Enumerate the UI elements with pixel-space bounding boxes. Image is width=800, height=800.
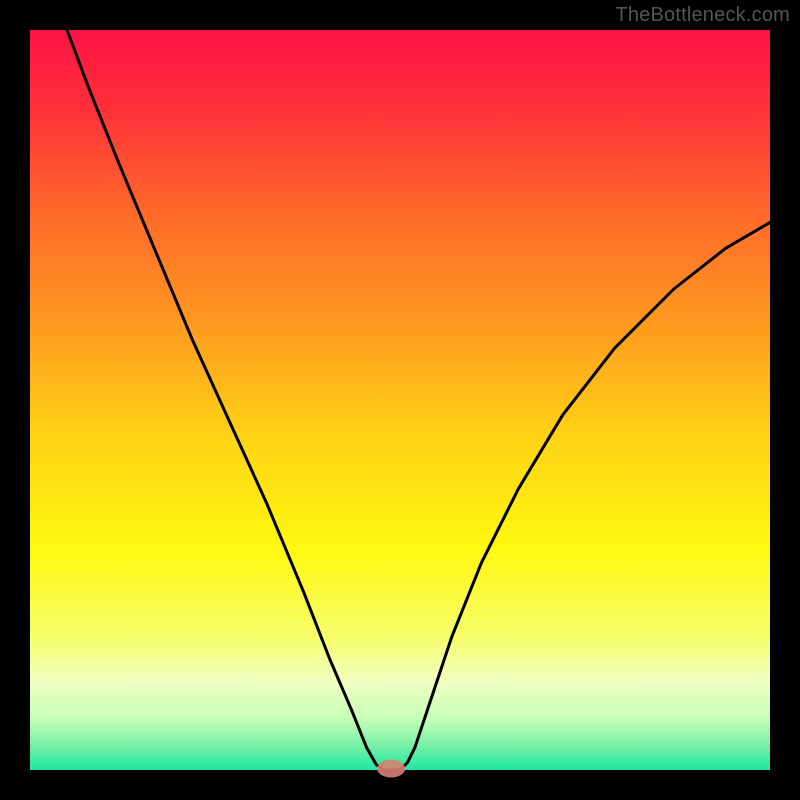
plot-background-gradient — [30, 30, 770, 770]
watermark-text: TheBottleneck.com — [615, 4, 790, 27]
chart-container: TheBottleneck.com — [0, 0, 800, 800]
minimum-marker — [377, 760, 405, 778]
bottleneck-chart — [0, 0, 800, 800]
